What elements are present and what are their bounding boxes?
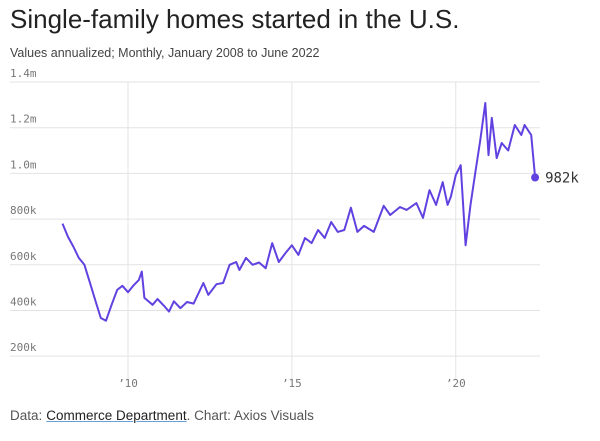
end-value-label: 982k [545,170,579,186]
source-link[interactable]: Commerce Department [46,408,187,423]
y-tick-label: 1.0m [10,158,37,171]
source-prefix: Data: [10,408,43,423]
chart: 200k 400k 600k 800k 1.0m 1.2m 1.4m ’10 ’15 ’20 982… [10,67,579,390]
footer: Data: Commerce Department. Chart: Axios V… [10,408,314,423]
end-point [531,173,540,182]
chart-title: Single-family homes started in the U.S. [10,4,460,34]
credit: . Chart: Axios Visuals [186,408,314,423]
x-tick-label: ’20 [446,377,466,390]
y-tick-label: 600k [10,250,37,263]
y-tick-label: 200k [10,341,37,354]
x-tick-label: ’10 [118,377,138,390]
y-tick-label: 800k [10,204,37,217]
x-tick-label: ’15 [282,377,302,390]
y-tick-label: 1.4m [10,67,37,80]
chart-subtitle: Values annualized; Monthly, January 2008… [10,46,320,60]
y-tick-label: 1.2m [10,113,37,126]
line [61,102,537,322]
y-tick-label: 400k [10,295,37,308]
